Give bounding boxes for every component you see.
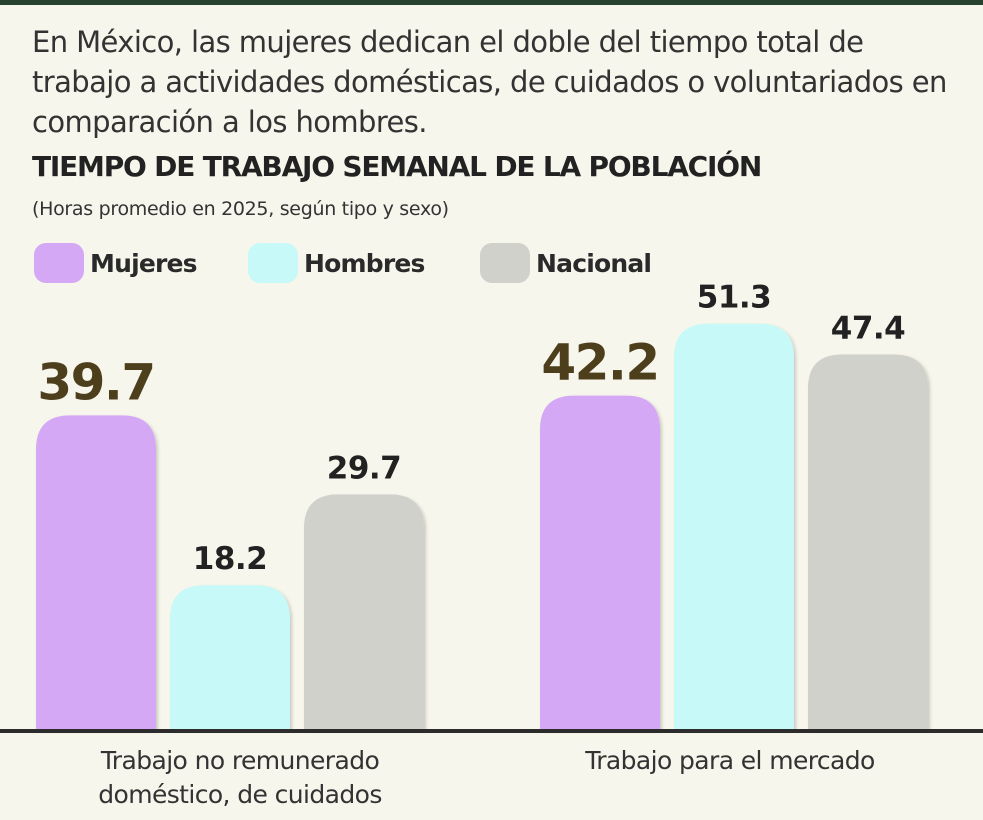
- category-label-unpaid: Trabajo no remunerado doméstico, de cuid…: [40, 744, 440, 812]
- category-label-unpaid-line1: Trabajo no remunerado: [100, 746, 380, 775]
- legend-label-nacional: Nacional: [536, 248, 652, 278]
- bar-unpaid-mujeres: [36, 415, 156, 729]
- value-label-unpaid-mujeres: 39.7: [37, 353, 154, 411]
- category-label-market-line1: Trabajo para el mercado: [585, 746, 875, 775]
- legend-swatch-nacional: [480, 243, 530, 283]
- intro-text: En México, las mujeres dedican el doble …: [32, 25, 947, 139]
- category-label-market: Trabajo para el mercado: [530, 744, 930, 778]
- bar-unpaid-nacional: [304, 494, 424, 729]
- bar-market-nacional: [808, 354, 928, 729]
- legend-label-hombres: Hombres: [304, 248, 425, 278]
- value-label-unpaid-nacional: 29.7: [327, 450, 402, 486]
- chart-title: TIEMPO DE TRABAJO SEMANAL DE LA POBLACIÓ…: [32, 150, 762, 183]
- value-label-market-nacional: 47.4: [831, 311, 906, 347]
- category-label-unpaid-line2: doméstico, de cuidados: [98, 780, 382, 809]
- chart-subtitle: (Horas promedio en 2025, según tipo y se…: [32, 198, 449, 220]
- legend-swatch-hombres: [248, 243, 298, 283]
- bar-unpaid-hombres: [170, 585, 290, 729]
- top-rule: [0, 0, 983, 5]
- value-label-market-mujeres: 42.2: [541, 334, 658, 392]
- legend-item-hombres: Hombres: [248, 240, 425, 286]
- value-label-unpaid-hombres: 18.2: [193, 541, 268, 577]
- legend: Mujeres Hombres Nacional: [0, 240, 983, 286]
- bar-market-hombres: [674, 323, 794, 729]
- legend-item-mujeres: Mujeres: [34, 240, 198, 286]
- legend-item-nacional: Nacional: [480, 240, 652, 286]
- legend-label-mujeres: Mujeres: [90, 248, 198, 278]
- legend-swatch-mujeres: [34, 243, 84, 283]
- bar-market-mujeres: [540, 395, 660, 729]
